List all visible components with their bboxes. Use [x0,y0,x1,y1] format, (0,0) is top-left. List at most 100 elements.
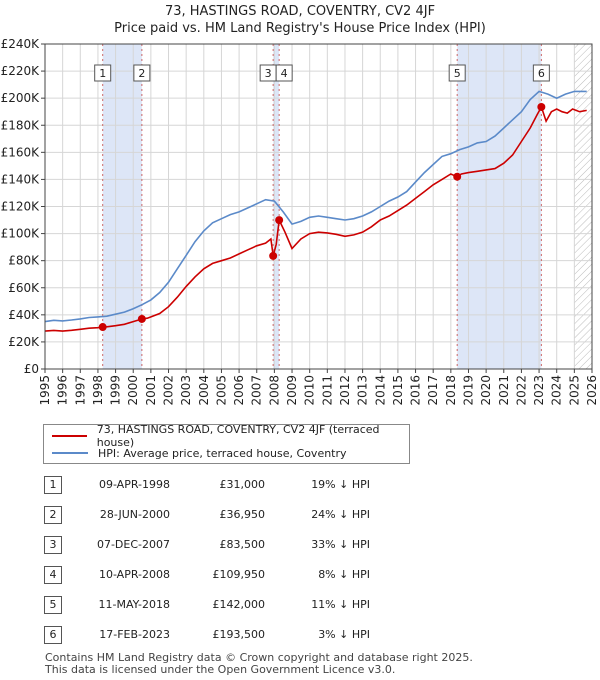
sale-point [275,216,284,225]
legend-swatch-red [52,435,87,437]
hpi-line [44,90,587,323]
transaction-date: 11-MAY-2018 [98,598,170,611]
x-tick-label: 2018 [444,375,458,406]
transaction-number: 3 [44,536,62,554]
sale-marker-label: 3 [265,67,272,80]
sale-point [137,314,146,323]
x-tick-label: 1996 [56,375,70,406]
legend-entry-hpi: HPI: Average price, terraced house, Cove… [52,445,347,461]
sale-marker-box [448,64,466,82]
x-tick-label: 2009 [285,375,299,406]
table-row: 1 09-APR-1998 £31,000 19% ↓ HPI [0,474,600,496]
table-row: 2 28-JUN-2000 £36,950 24% ↓ HPI [0,504,600,526]
transaction-date: 09-APR-1998 [98,478,170,491]
sale-marker-box [94,64,112,82]
x-tick-label: 2006 [232,375,246,406]
x-tick-label: 2004 [197,375,211,406]
x-tick-label: 2019 [461,375,475,406]
x-tick-label: 2021 [497,375,511,406]
transaction-hpi: 8% ↓ HPI [318,568,370,581]
y-tick-label: £140K [1,172,41,186]
x-tick-label: 1995 [38,375,52,406]
x-tick-label: 2013 [356,375,370,406]
x-tick-label: 2000 [126,375,140,406]
chart-title-line2: Price paid vs. HM Land Registry's House … [114,21,486,36]
sale-marker-box [133,64,151,82]
x-tick-label: 2014 [373,375,387,406]
transaction-hpi: 24% ↓ HPI [311,508,370,521]
transaction-hpi: 3% ↓ HPI [318,628,370,641]
sale-point [269,251,278,260]
y-tick-label: £60K [8,281,40,295]
transaction-number: 2 [44,506,62,524]
x-tick-label: 2005 [214,375,228,406]
y-tick-label: £220K [1,64,41,78]
chart-title-line1: 73, HASTINGS ROAD, COVENTRY, CV2 4JF [164,4,436,19]
x-tick-label: 2003 [179,375,193,406]
sale-marker-box [275,64,293,82]
y-tick-label: £20K [8,335,40,349]
sale-marker-label: 2 [138,67,145,80]
sale-marker: 5 [448,64,466,82]
x-tick-label: 1998 [91,375,105,406]
y-tick-label: £40K [8,308,40,322]
transaction-date: 10-APR-2008 [98,568,170,581]
x-tick-label: 2001 [144,375,158,406]
x-tick-label: 1997 [73,375,87,406]
transaction-number: 6 [44,626,62,644]
y-tick-label: £180K [1,118,41,132]
legend-entry-property: 73, HASTINGS ROAD, COVENTRY, CV2 4JF (te… [52,423,409,449]
legend-label-property: 73, HASTINGS ROAD, COVENTRY, CV2 4JF (te… [96,423,380,449]
legend-swatch-blue [52,452,88,454]
table-row: 5 11-MAY-2018 £142,000 11% ↓ HPI [0,594,600,616]
x-tick-label: 2008 [267,375,281,406]
transaction-number: 1 [44,476,62,494]
x-tick-label: 2010 [303,375,317,406]
x-tick-label: 2020 [479,375,493,406]
y-tick-label: £240K [1,37,41,51]
footer-licence: This data is licensed under the Open Gov… [45,663,396,676]
table-row: 6 17-FEB-2023 £193,500 3% ↓ HPI [0,624,600,646]
sale-marker: 3 [259,64,277,82]
transaction-date: 17-FEB-2023 [99,628,170,641]
sale-marker-label: 4 [281,67,288,80]
transaction-number: 4 [44,566,62,584]
sale-marker: 4 [275,64,293,82]
table-row: 3 07-DEC-2007 £83,500 33% ↓ HPI [0,534,600,556]
sale-point [537,102,546,111]
x-tick-label: 2025 [567,375,581,406]
chart-legend: 73, HASTINGS ROAD, COVENTRY, CV2 4JF (te… [43,423,410,464]
transaction-price: £36,950 [219,508,266,521]
y-tick-label: £0 [24,362,39,376]
x-tick-label: 2022 [514,375,528,406]
x-tick-label: 2011 [320,375,334,406]
footer-copyright: Contains HM Land Registry data © Crown c… [45,651,473,664]
legend-label-hpi: HPI: Average price, terraced house, Cove… [98,446,347,460]
transaction-hpi: 33% ↓ HPI [311,538,370,551]
sale-marker-label: 5 [454,67,461,80]
x-tick-label: 2012 [338,375,352,406]
transaction-date: 28-JUN-2000 [99,508,170,521]
transaction-price: £109,950 [212,568,266,581]
transaction-hpi: 19% ↓ HPI [311,478,370,491]
sale-point [453,172,462,181]
transaction-price: £193,500 [212,628,266,641]
sale-marker-label: 1 [99,67,106,80]
sale-marker: 1 [94,64,112,82]
x-tick-label: 2015 [391,375,405,406]
sale-marker: 2 [133,64,151,82]
y-tick-label: £80K [8,254,40,268]
y-tick-label: £200K [1,91,41,105]
sale-point [98,323,107,332]
y-tick-label: £160K [1,145,41,159]
y-tick-label: £120K [1,200,41,214]
x-tick-label: 2017 [426,375,440,406]
x-tick-label: 2002 [162,375,176,406]
y-tick-label: £100K [1,227,41,241]
transaction-number: 5 [44,596,62,614]
transaction-price: £83,500 [219,538,266,551]
x-tick-label: 1999 [109,375,123,406]
x-tick-label: 2007 [250,375,264,406]
